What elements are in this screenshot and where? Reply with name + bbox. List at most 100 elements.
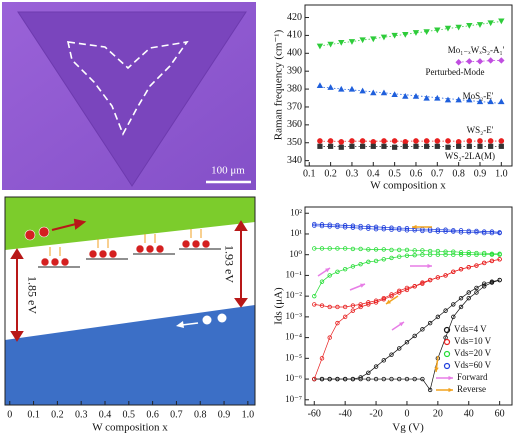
x-tick-label: 0.5: [123, 409, 136, 420]
y-tick-label: 380: [287, 83, 302, 94]
legend-label: Vds=60 V: [454, 360, 492, 370]
point: [474, 263, 479, 268]
point: [342, 314, 348, 320]
point: [451, 228, 456, 233]
point: [481, 250, 487, 256]
gap-label: 1.93 eV: [222, 245, 236, 283]
point: [497, 277, 502, 283]
point: [342, 266, 348, 272]
x-tick-label: 0.7: [431, 168, 444, 179]
y-tick-label: 10⁻⁵: [285, 352, 302, 362]
point: [319, 279, 325, 284]
point: [319, 222, 325, 227]
point: [389, 247, 394, 253]
point: [451, 229, 456, 234]
point: [476, 58, 484, 65]
point: [455, 24, 462, 31]
point: [312, 293, 317, 299]
legend-label: Reverse: [457, 384, 486, 394]
point: [474, 290, 479, 295]
point: [413, 143, 419, 149]
point: [466, 264, 471, 270]
sweep-line: [313, 258, 500, 380]
gap-label: 1.85 eV: [25, 276, 39, 314]
point: [451, 269, 456, 274]
point: [497, 251, 502, 257]
series-label: MoS₂-E': [463, 91, 494, 101]
point: [487, 138, 494, 144]
point: [319, 356, 325, 361]
arrow-head: [73, 218, 87, 230]
point: [412, 376, 417, 382]
point: [370, 36, 377, 43]
arrow-head: [448, 387, 453, 393]
point: [327, 273, 332, 278]
point: [466, 138, 473, 144]
point: [335, 304, 340, 310]
conduction-band: [5, 197, 255, 250]
point: [319, 303, 325, 308]
point: [338, 139, 345, 145]
point: [466, 250, 471, 255]
point: [381, 358, 386, 363]
point: [327, 222, 332, 227]
electron: [50, 257, 60, 267]
point: [366, 370, 371, 376]
valence-band: [5, 305, 255, 405]
point: [412, 284, 417, 289]
point: [312, 223, 317, 228]
point: [412, 333, 417, 339]
point: [458, 250, 464, 255]
electron: [40, 257, 50, 267]
x-tick-label: 1.0: [242, 409, 255, 420]
point: [327, 376, 332, 382]
point: [358, 246, 363, 252]
electron: [88, 249, 98, 259]
legend-marker: [443, 326, 451, 334]
point: [389, 225, 394, 230]
x-tick-label: -40: [338, 408, 351, 419]
point: [389, 293, 394, 299]
point: [397, 376, 402, 382]
point: [335, 246, 340, 251]
point: [335, 222, 340, 228]
point: [466, 230, 471, 235]
point: [404, 287, 410, 293]
point: [404, 376, 410, 382]
point: [349, 143, 355, 149]
point: [335, 269, 340, 274]
optical-image: 100 μm: [2, 2, 256, 190]
point: [312, 376, 317, 382]
point: [317, 138, 323, 144]
point: [397, 290, 402, 295]
point: [455, 96, 462, 103]
arrow-head: [176, 321, 184, 328]
series-label: Mo₁₋ₓWₓS₂-A₁': [448, 45, 505, 55]
point: [445, 144, 451, 150]
point: [342, 376, 348, 382]
point: [434, 94, 441, 101]
point: [335, 376, 340, 382]
x-tick-label: 0.4: [99, 409, 112, 420]
point: [366, 247, 371, 252]
arrow-head: [10, 331, 24, 342]
point: [474, 250, 479, 256]
arrow-head: [234, 220, 248, 231]
point: [477, 143, 483, 149]
electron: [24, 229, 36, 241]
point: [389, 376, 394, 382]
point: [435, 248, 441, 254]
y-tick-label: 420: [287, 12, 302, 23]
electron: [98, 249, 108, 259]
electron: [38, 226, 50, 238]
point: [487, 57, 494, 64]
point: [451, 252, 456, 257]
point: [350, 264, 356, 269]
y-tick-label: 10⁻³: [286, 311, 303, 321]
y-tick-label: 10⁻⁶: [285, 373, 302, 383]
point: [358, 304, 363, 310]
point: [381, 257, 386, 262]
point: [370, 143, 376, 149]
holes: [176, 313, 227, 328]
hole: [202, 315, 212, 325]
